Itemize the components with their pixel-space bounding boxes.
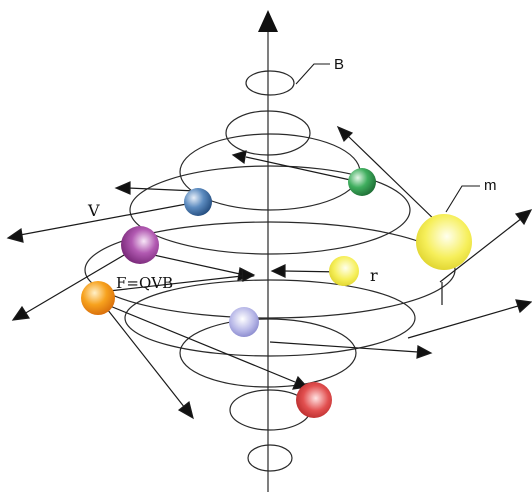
- arrowhead: [6, 227, 24, 243]
- arrowhead: [241, 267, 256, 282]
- arrowhead: [515, 299, 532, 314]
- label-leaders: [295, 63, 480, 213]
- arrowhead: [270, 264, 286, 278]
- arrowhead: [11, 305, 31, 321]
- label-B: B: [334, 56, 344, 73]
- ring-upper: [225, 110, 311, 156]
- arrow-green-to-center: [245, 156, 365, 184]
- velocity-arrow-left: [19, 202, 193, 236]
- purple-particle: [121, 226, 159, 264]
- ring-lower-wide: [124, 279, 416, 357]
- blue-particle: [184, 188, 212, 216]
- small-yellow-particle: [329, 256, 359, 286]
- ring-top-small: [245, 70, 295, 96]
- velocity-arrow-left-upper: [127, 187, 197, 192]
- arrowhead: [177, 400, 194, 420]
- force-arrows: [6, 125, 532, 420]
- b-leader: [295, 63, 330, 85]
- force-arrow-purple-center: [139, 251, 241, 275]
- label-V: V: [87, 201, 100, 220]
- m-leader: [445, 185, 480, 213]
- arrow-lower-right: [269, 341, 419, 353]
- arrow-orange-down: [99, 299, 186, 409]
- arrowhead: [416, 345, 433, 359]
- red-particle: [296, 382, 332, 418]
- arrow-far-right: [407, 305, 519, 339]
- ring-main: [129, 165, 411, 255]
- arrow-purple-down-left: [23, 247, 137, 315]
- arrow-orange-center: [99, 275, 243, 293]
- arrow-large-yellow-right: [439, 217, 523, 283]
- ring-lower: [179, 318, 357, 388]
- arrowhead: [231, 150, 247, 165]
- green-particle: [348, 168, 376, 196]
- arrow-large-yellow-up: [347, 135, 441, 226]
- ring-bottom-small: [247, 444, 293, 472]
- helix-rings: [84, 70, 456, 472]
- arrowhead: [336, 125, 354, 143]
- axis-arrowhead: [258, 10, 278, 32]
- label-force: F=QVB: [116, 274, 173, 292]
- label-m: m: [484, 177, 497, 194]
- arrowhead: [114, 181, 131, 195]
- large-yellow-particle-m: [416, 214, 472, 270]
- orange-particle: [81, 281, 115, 315]
- lavender-particle: [229, 307, 259, 337]
- particles: [81, 168, 472, 418]
- label-r: r: [370, 266, 378, 285]
- arrow-orange-red: [109, 305, 296, 383]
- arrowhead: [514, 209, 532, 226]
